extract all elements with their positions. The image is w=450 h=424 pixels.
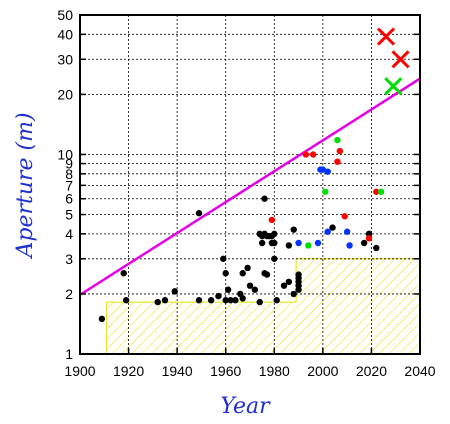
black-data-point [122,297,130,304]
black-data-point [263,271,271,278]
green-data-point [322,188,329,195]
black-data-point [239,270,246,277]
red-x-marker [376,27,396,46]
x-tick-label: 1940 [162,363,193,379]
x-tick-label: 1900 [64,363,95,379]
y-tick-label: 2 [65,286,73,302]
red-data-point [341,213,348,220]
black-data-point [280,282,288,289]
x-tick-label: 2000 [307,363,338,379]
black-data-point [239,295,246,302]
black-data-point [256,298,263,306]
y-tick-label: 10 [57,146,73,162]
x-axis-title: Year [220,394,271,419]
blue-data-point [346,242,353,249]
red-data-point [334,158,341,165]
y-tick-label: 50 [57,7,73,23]
black-data-point [365,230,373,238]
black-data-point [360,239,368,247]
y-tick-label: 7 [65,177,73,193]
black-data-point [271,239,278,247]
black-data-point [120,270,127,277]
black-data-point [220,255,227,262]
y-tick-label: 20 [57,86,73,102]
black-data-point [195,297,203,304]
blue-data-point [324,228,331,235]
red-data-point [365,235,373,242]
black-data-point [285,242,293,249]
black-data-point [290,226,297,233]
trend-line [80,77,420,296]
black-data-point [258,239,266,247]
y-tick-label: 40 [57,26,73,42]
black-data-point [98,315,106,323]
y-tick-label: 9 [65,156,73,172]
y-tick-label: 3 [65,251,73,267]
red-data-point [268,216,276,224]
black-data-point [373,244,380,252]
black-data-point [215,292,222,300]
black-data-point [285,278,293,286]
red-data-point [302,151,310,158]
y-tick-label: 5 [65,207,73,223]
red-data-point [373,188,380,195]
green-x-marker [384,77,403,96]
black-data-point [195,209,203,217]
blue-data-point [343,228,351,235]
y-tick-label: 6 [65,191,73,207]
black-data-point [224,286,232,293]
black-data-point [251,286,259,293]
x-tick-label: 1980 [259,363,290,379]
black-data-point [171,288,178,295]
black-data-point [273,297,280,304]
y-tick-label: 30 [57,51,73,67]
black-data-point [232,297,239,304]
red-x-marker [391,50,410,69]
blue-data-point [295,239,302,247]
blue-data-point [314,239,322,247]
black-data-point [246,282,254,289]
green-data-point [305,242,312,249]
y-tick-label: 8 [65,166,73,182]
blue-data-point [317,166,324,173]
black-data-point [295,282,302,289]
x-tick-label: 1960 [210,363,241,379]
black-data-point [271,255,278,262]
blue-data-point [324,168,331,175]
y-axis-title: Aperture (m) [13,112,38,259]
black-data-point [222,297,229,304]
black-data-point [244,264,251,272]
black-data-point [161,297,169,304]
x-tick-label: 1920 [113,363,144,379]
black-data-point [222,270,229,277]
y-tick-label: 1 [65,346,73,362]
black-data-point [329,224,336,231]
red-data-point [309,151,317,158]
green-data-point [334,136,341,144]
black-data-point [227,297,234,304]
black-data-point [154,298,161,306]
y-tick-label: 4 [65,226,73,242]
black-data-point [207,297,215,304]
black-data-point [295,271,302,278]
x-tick-label: 2020 [356,363,387,379]
black-data-point [261,195,268,202]
red-data-point [336,147,344,155]
black-data-point [271,230,278,238]
black-data-point [290,290,297,298]
green-data-point [377,188,385,195]
x-tick-label: 2040 [404,363,435,379]
plot-frame [79,14,421,355]
